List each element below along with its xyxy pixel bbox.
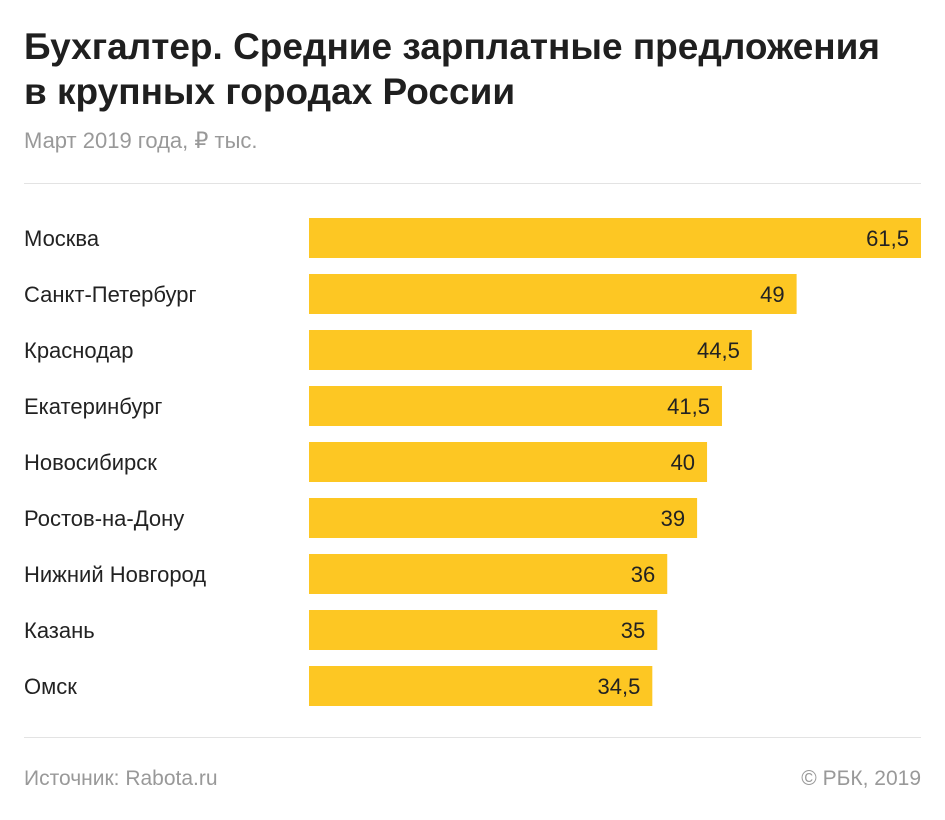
chart-title: Бухгалтер. Средние зарплатные предложени… [24,26,880,112]
chart-subtitle: Март 2019 года, ₽ тыс. [24,128,258,153]
bar-chart: Москва 61,5 Санкт-Петербург 49 Краснодар 44,5… [24,218,921,706]
category-label: Нижний Новгород [24,562,206,587]
value-label: 40 [671,450,695,475]
bar [309,610,658,650]
bar [309,274,797,314]
source-note: Источник: Rabota.ru [24,767,218,790]
bar [309,442,708,482]
bar [309,666,653,706]
value-label: 39 [661,506,685,531]
value-label: 34,5 [597,674,640,699]
value-label: 35 [621,618,645,643]
value-label: 36 [631,562,655,587]
category-label: Омск [24,674,77,699]
value-label: 61,5 [866,226,909,251]
copyright-note: © РБК, 2019 [801,767,921,790]
bar [309,218,921,258]
value-label: 44,5 [697,338,740,363]
bar [309,386,722,426]
bar [309,498,698,538]
category-label: Москва [24,226,100,251]
bottom-divider [24,737,921,738]
value-label: 49 [760,282,784,307]
category-label: Новосибирск [24,450,157,475]
bar [309,554,668,594]
value-label: 41,5 [667,394,710,419]
top-divider [24,183,921,184]
category-label: Екатеринбург [24,394,162,419]
category-label: Краснодар [24,338,134,363]
bar [309,330,752,370]
category-label: Казань [24,618,95,643]
category-label: Ростов-на-Дону [24,506,184,531]
category-label: Санкт-Петербург [24,282,197,307]
